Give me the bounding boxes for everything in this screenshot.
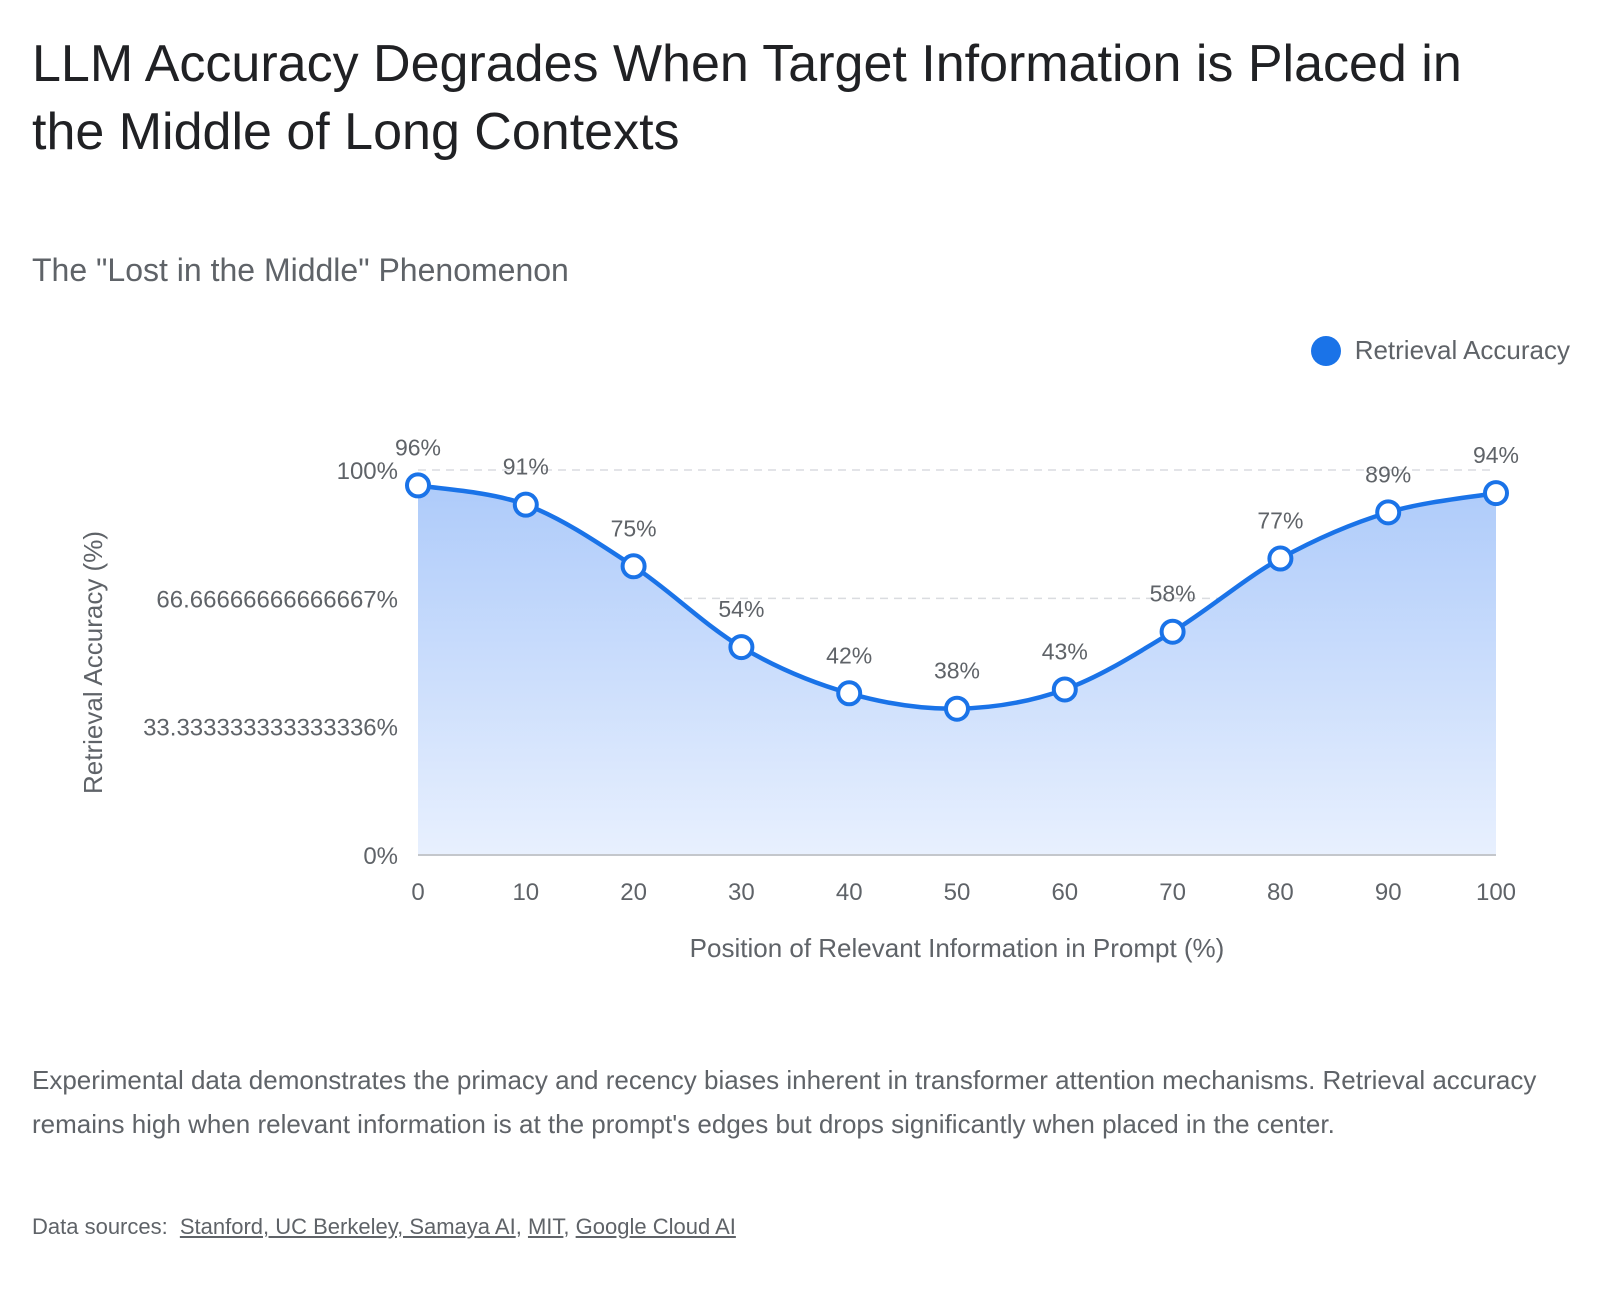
- data-label: 77%: [1257, 508, 1303, 534]
- x-tick-label: 0: [411, 879, 424, 906]
- sources-prefix: Data sources:: [32, 1214, 168, 1239]
- y-tick-label: 100%: [337, 458, 398, 485]
- y-tick-label: 0%: [363, 843, 398, 870]
- x-tick-label: 50: [944, 879, 971, 906]
- x-tick-label: 20: [620, 879, 647, 906]
- x-tick-label: 40: [836, 879, 863, 906]
- data-label: 42%: [826, 642, 872, 668]
- data-label: 96%: [395, 434, 441, 460]
- data-point[interactable]: [620, 553, 647, 580]
- y-tick-label: 66.66666666666667%: [156, 586, 398, 613]
- source-link-google-cloud-ai[interactable]: Google Cloud AI: [575, 1214, 736, 1239]
- chart-description: Experimental data demonstrates the prima…: [32, 1065, 1537, 1139]
- data-point[interactable]: [1051, 676, 1078, 703]
- x-axis-title: Position of Relevant Information in Prom…: [690, 933, 1225, 963]
- data-label: 91%: [503, 454, 549, 480]
- data-label: 43%: [1042, 638, 1088, 664]
- source-link-stanford[interactable]: Stanford, UC Berkeley, Samaya AI: [179, 1214, 516, 1239]
- legend-label: Retrieval Accuracy: [1354, 335, 1570, 365]
- chart-title: LLM Accuracy Degrades When Target Inform…: [32, 35, 1462, 161]
- x-tick-label: 80: [1267, 879, 1294, 906]
- data-point[interactable]: [1483, 480, 1509, 507]
- data-sources: Data sources: Stanford, UC Berkeley, Sam…: [32, 1212, 736, 1242]
- source-separator: ,: [515, 1214, 528, 1239]
- x-tick-label: 30: [728, 879, 755, 906]
- data-point[interactable]: [836, 680, 863, 707]
- source-separator: ,: [563, 1214, 576, 1239]
- source-link-mit[interactable]: MIT: [527, 1214, 564, 1239]
- data-point[interactable]: [1267, 545, 1294, 572]
- data-point[interactable]: [1375, 499, 1402, 526]
- data-label: 75%: [611, 515, 657, 541]
- data-point[interactable]: [728, 634, 755, 661]
- x-tick-label: 70: [1159, 879, 1186, 906]
- x-tick-label: 60: [1051, 879, 1078, 906]
- series-area: [418, 485, 1496, 855]
- data-point[interactable]: [405, 472, 431, 499]
- y-axis-title: Retrieval Accuracy (%): [78, 531, 108, 794]
- y-tick-label: 33.333333333333336%: [143, 715, 398, 742]
- data-point[interactable]: [512, 491, 539, 518]
- x-tick-label: 90: [1375, 879, 1402, 906]
- data-point[interactable]: [944, 695, 970, 722]
- x-tick-label: 10: [512, 879, 539, 906]
- data-label: 94%: [1473, 442, 1519, 468]
- chart-legend: Retrieval Accuracy: [1310, 335, 1570, 366]
- data-label: 54%: [718, 596, 764, 622]
- legend-swatch-icon: [1310, 335, 1341, 366]
- data-label: 58%: [1150, 581, 1196, 607]
- data-point[interactable]: [1159, 618, 1186, 645]
- data-label: 38%: [934, 658, 980, 684]
- x-tick-label: 100: [1476, 879, 1516, 906]
- chart-subtitle: The "Lost in the Middle" Phenomenon: [32, 252, 569, 288]
- data-label: 89%: [1365, 461, 1411, 487]
